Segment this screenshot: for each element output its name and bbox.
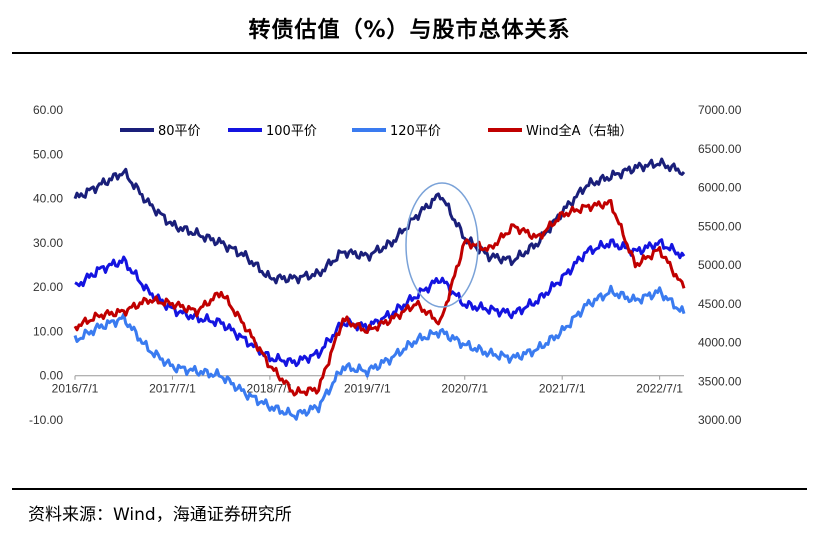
right-tick-label: 6500.00 [698, 142, 742, 156]
highlight-ellipse [405, 182, 479, 308]
left-tick-label: 0.00 [40, 369, 64, 383]
right-tick-label: 6000.00 [698, 181, 742, 195]
left-tick-label: 20.00 [33, 280, 63, 294]
legend-label: Wind全A（右轴） [526, 123, 633, 139]
x-tick-label: 2019/7/1 [344, 382, 391, 396]
legend-label: 100平价 [266, 124, 317, 139]
x-tick-label: 2021/7/1 [539, 382, 586, 396]
left-tick-label: -10.00 [29, 413, 63, 427]
series-line [73, 199, 686, 397]
series-line [73, 157, 686, 285]
right-tick-label: 4000.00 [698, 336, 742, 350]
bottom-rule [12, 488, 807, 490]
x-tick-label: 2022/7/1 [636, 382, 683, 396]
legend-label: 120平价 [390, 124, 441, 139]
right-tick-label: 4500.00 [698, 297, 742, 311]
legend-label: 80平价 [158, 124, 201, 139]
right-tick-label: 3000.00 [698, 413, 742, 427]
right-tick-label: 5000.00 [698, 258, 742, 272]
left-tick-label: 10.00 [33, 324, 63, 338]
left-tick-label: 60.00 [33, 103, 63, 117]
x-tick-label: 2018/7/1 [247, 382, 294, 396]
x-tick-label: 2017/7/1 [149, 382, 196, 396]
top-rule [12, 52, 807, 54]
x-tick-label: 2020/7/1 [441, 382, 488, 396]
x-tick-label: 2016/7/1 [52, 382, 99, 396]
chart-title: 转债估值（%）与股市总体关系 [248, 18, 571, 43]
right-tick-label: 5500.00 [698, 219, 742, 233]
left-tick-label: 50.00 [33, 147, 63, 161]
left-tick-label: 40.00 [33, 192, 63, 206]
series-line [73, 284, 686, 421]
right-tick-label: 7000.00 [698, 103, 742, 117]
source-note: 资料来源：Wind，海通证券研究所 [28, 505, 292, 525]
left-tick-label: 30.00 [33, 236, 63, 250]
right-tick-label: 3500.00 [698, 374, 742, 388]
